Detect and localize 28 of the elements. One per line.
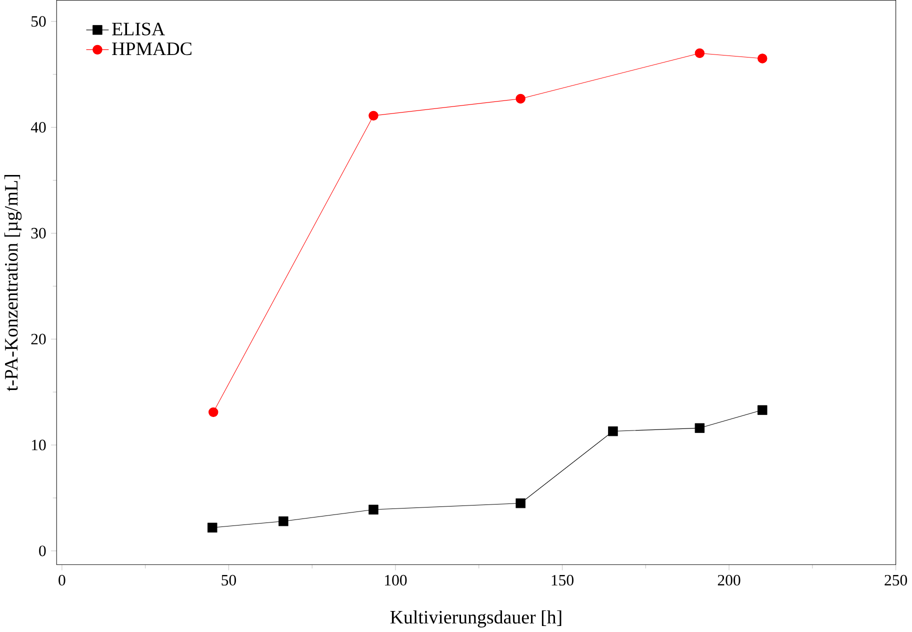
legend-label: HPMADC bbox=[112, 42, 192, 56]
x-tick-label: 0 bbox=[58, 574, 66, 586]
y-tick-label: 30 bbox=[31, 228, 46, 239]
point bbox=[758, 54, 768, 64]
point bbox=[368, 110, 378, 121]
point bbox=[516, 94, 526, 104]
y-tick-label: 10 bbox=[32, 440, 46, 450]
y-axis-title: t-PA-Konzentration [µg/mL] bbox=[4, 175, 22, 392]
point bbox=[694, 423, 705, 433]
x-tick-label: 200 bbox=[718, 574, 740, 586]
point bbox=[208, 522, 218, 533]
point bbox=[694, 48, 705, 58]
x-axis-title: Kultivierungsdauer [h] bbox=[390, 610, 562, 628]
x-tick-label: 50 bbox=[222, 574, 236, 586]
y-tick-label: 0 bbox=[39, 546, 46, 556]
point bbox=[278, 516, 288, 526]
x-tick-label: 100 bbox=[385, 574, 407, 586]
legend-label: ELISA bbox=[112, 22, 165, 36]
point bbox=[758, 405, 768, 415]
y-tick-label: 20 bbox=[31, 334, 46, 344]
point bbox=[368, 504, 378, 514]
y-tick-label: 50 bbox=[32, 16, 46, 27]
x-tick-label: 250 bbox=[884, 574, 908, 586]
point bbox=[516, 498, 526, 508]
point bbox=[208, 407, 218, 418]
x-tick-label: 150 bbox=[552, 574, 574, 586]
y-tick-label: 40 bbox=[30, 122, 46, 133]
point bbox=[608, 426, 618, 436]
